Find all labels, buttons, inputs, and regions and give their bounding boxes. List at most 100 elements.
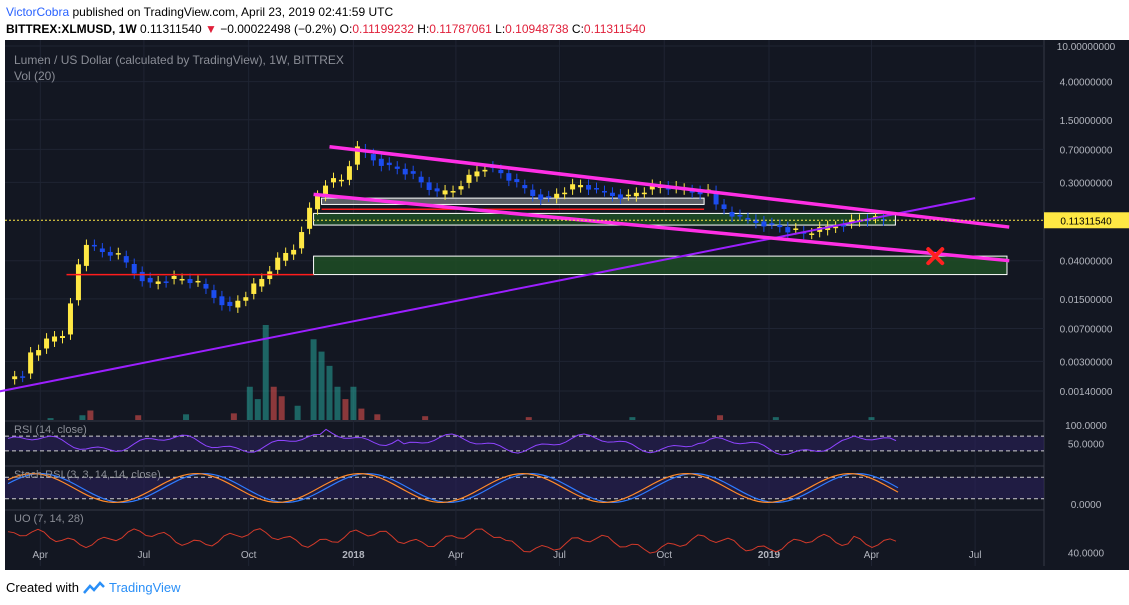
volume-bar bbox=[294, 405, 301, 420]
channel-upper-line bbox=[329, 144, 1010, 229]
candle-body bbox=[251, 283, 257, 294]
candle-body bbox=[44, 338, 50, 349]
candle-body bbox=[28, 352, 34, 374]
candle-body bbox=[203, 283, 209, 289]
candle-body bbox=[713, 191, 719, 205]
volume-bar bbox=[717, 415, 724, 420]
candle-body bbox=[777, 225, 783, 228]
rsi-band bbox=[5, 436, 1044, 451]
candle-body bbox=[91, 244, 97, 247]
volume-bar bbox=[342, 399, 349, 420]
candle-body bbox=[330, 178, 336, 183]
chart-title: Lumen / US Dollar (calculated by Trading… bbox=[14, 53, 344, 67]
candle-body bbox=[586, 185, 592, 190]
candle-body bbox=[785, 227, 791, 233]
volume-bar bbox=[87, 410, 94, 420]
candle-body bbox=[60, 336, 65, 339]
candle-body bbox=[402, 168, 408, 175]
candle-body bbox=[609, 192, 615, 196]
chart-canvas[interactable]: Apr Jul Oct 2018 Apr Jul Oct 2019 Apr Jul 10.00000… bbox=[0, 40, 1129, 570]
high-label: H: bbox=[417, 22, 430, 36]
candle-body bbox=[171, 275, 177, 279]
candle-body bbox=[275, 257, 281, 270]
open-label: O: bbox=[339, 22, 353, 36]
candle-body bbox=[514, 179, 520, 183]
candle-body bbox=[418, 176, 424, 183]
candle-body bbox=[83, 244, 89, 266]
candle-body bbox=[99, 248, 105, 253]
tradingview-brand[interactable]: TradingView bbox=[108, 580, 181, 595]
candle-body bbox=[75, 264, 81, 301]
uo-tick-label: 40.0000 bbox=[1068, 548, 1105, 559]
candle-body bbox=[52, 336, 58, 342]
candle-body bbox=[107, 252, 113, 256]
x-tick-label: 2019 bbox=[758, 550, 781, 561]
candle-body bbox=[474, 171, 480, 177]
candle-body bbox=[769, 223, 775, 225]
volume-indicator-title: Vol (20) bbox=[14, 69, 55, 83]
candle-body bbox=[689, 190, 695, 193]
candle-body bbox=[594, 188, 600, 190]
candle-body bbox=[299, 232, 305, 249]
y-tick-label: 0.30000000 bbox=[1060, 178, 1113, 189]
candle-body bbox=[649, 184, 655, 190]
candle-body bbox=[617, 194, 623, 199]
candle-body bbox=[370, 154, 376, 161]
candle-body bbox=[506, 173, 512, 181]
last-price: 0.11311540 bbox=[140, 22, 202, 36]
candle-body bbox=[291, 249, 297, 255]
volume-bar bbox=[79, 415, 86, 420]
candle-body bbox=[482, 169, 488, 172]
candle-body bbox=[315, 195, 321, 210]
volume-bar bbox=[246, 386, 253, 420]
low-label: L: bbox=[495, 22, 506, 36]
symbol-name: BITTREX:XLMUSD, 1W bbox=[6, 22, 137, 36]
candle-body bbox=[880, 219, 886, 221]
volume-bar bbox=[374, 414, 381, 420]
candle-body bbox=[386, 162, 392, 166]
candle-body bbox=[20, 376, 26, 378]
stoch-band bbox=[5, 477, 1044, 499]
uo-title: UO (7, 14, 28) bbox=[14, 513, 84, 525]
rsi-line bbox=[7, 428, 897, 456]
candle-body bbox=[570, 184, 576, 190]
down-arrow-icon: ▼ bbox=[204, 22, 217, 36]
volume-bar bbox=[183, 414, 190, 420]
candle-body bbox=[219, 296, 225, 306]
x-tick-label: Jul bbox=[553, 550, 566, 561]
symbol-line: BITTREX:XLMUSD, 1W 0.11311540 ▼ −0.00022… bbox=[6, 22, 646, 36]
author-link[interactable]: VictorCobra bbox=[6, 5, 70, 19]
candle-body bbox=[115, 253, 121, 255]
candle-body bbox=[163, 281, 169, 283]
candle-body bbox=[155, 281, 161, 284]
volume-bar bbox=[772, 417, 779, 420]
candle-body bbox=[554, 193, 560, 199]
candle-body bbox=[522, 185, 528, 189]
candle-body bbox=[259, 278, 265, 287]
y-tick-label: 0.00140000 bbox=[1060, 387, 1113, 398]
x-tick-label: Apr bbox=[448, 550, 464, 561]
low-value: 0.10948738 bbox=[505, 22, 569, 36]
candle-body bbox=[809, 233, 815, 235]
rsi-title: RSI (14, close) bbox=[14, 424, 87, 436]
open-value: 0.11199232 bbox=[352, 22, 414, 36]
x-tick-label: Oct bbox=[656, 550, 672, 561]
candle-body bbox=[697, 191, 703, 195]
candle-body bbox=[243, 297, 249, 301]
stoch-line bbox=[7, 472, 899, 504]
range-box bbox=[313, 212, 896, 226]
volume-bar bbox=[326, 365, 333, 420]
volume-bar bbox=[262, 325, 269, 420]
candle-body bbox=[442, 190, 448, 195]
candle-body bbox=[323, 185, 329, 196]
publish-info: VictorCobra published on TradingView.com… bbox=[6, 5, 393, 19]
candle-body bbox=[36, 350, 42, 356]
candle-body bbox=[753, 219, 759, 223]
candle-body bbox=[721, 204, 727, 209]
candle-body bbox=[737, 214, 743, 217]
last-price-label-bg bbox=[1044, 212, 1129, 229]
publish-date: published on TradingView.com, April 23, … bbox=[72, 5, 394, 19]
candle-body bbox=[562, 192, 568, 195]
channel-lower-line bbox=[313, 192, 1010, 263]
candle-body bbox=[745, 217, 751, 220]
